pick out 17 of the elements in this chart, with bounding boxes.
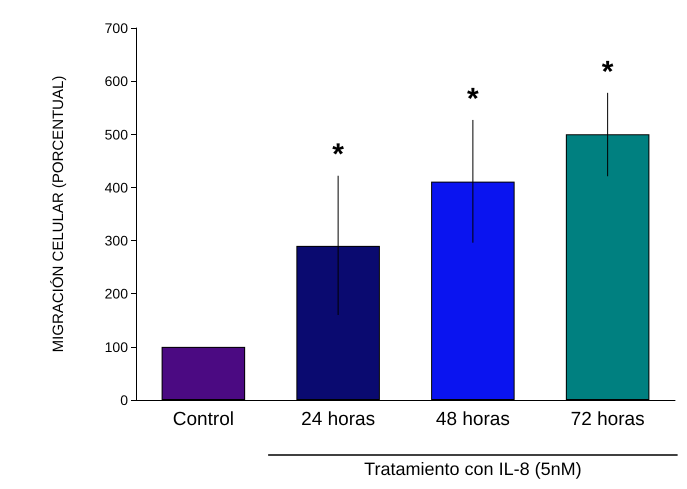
x-tick-label: 24 horas [301,409,376,430]
y-tick-label: 0 [120,392,128,408]
y-tick-label: 400 [104,179,128,196]
y-axis-title: MIGRACIÓN CELULAR (PORCENTUAL) [49,76,67,352]
annotation: * [467,82,480,116]
text: Tratamiento con IL-8 (5nM) [364,459,582,479]
y-tick-label: 600 [104,73,128,90]
x-tick-label: Control [172,409,234,430]
annotation: * [332,138,344,172]
y-tick-label: 500 [104,126,128,142]
x-tick-label: 48 horas [436,409,510,430]
annotation: * [602,55,614,88]
y-tick-label: 300 [104,232,128,249]
x-tick-label: 72 horas [570,409,645,430]
y-tick-label: 200 [104,286,128,302]
y-tick-label: 100 [104,338,128,355]
y-tick-label: 700 [104,20,128,36]
